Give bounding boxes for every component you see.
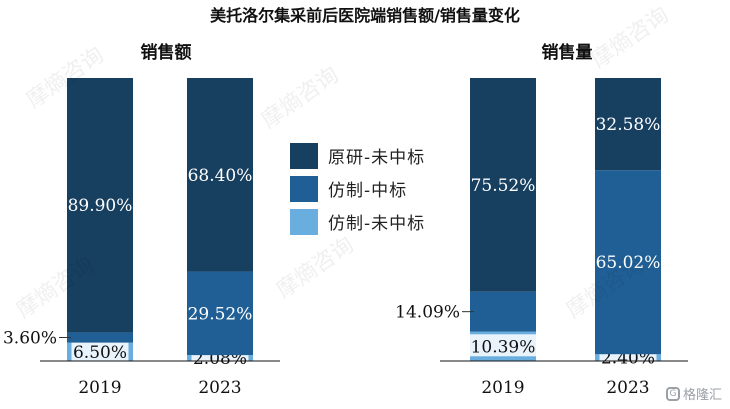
data-label: 29.52% bbox=[188, 304, 253, 324]
data-label: 6.50% bbox=[73, 343, 127, 363]
brand-logo: G 格隆汇 bbox=[665, 384, 722, 403]
bar-segment bbox=[67, 332, 133, 343]
bar-segment bbox=[187, 271, 253, 356]
data-label-bg bbox=[469, 334, 537, 357]
bar-segment bbox=[67, 78, 133, 333]
bar-segment bbox=[595, 78, 661, 171]
legend-label: 原研-未中标 bbox=[328, 148, 426, 168]
data-label: 68.40% bbox=[188, 166, 253, 186]
bar-segment bbox=[595, 170, 661, 355]
data-label: 89.90% bbox=[68, 196, 133, 216]
data-label: 14.09% bbox=[395, 303, 460, 323]
data-label: 10.39% bbox=[471, 337, 536, 357]
legend-item-generic-not-won: 仿制-未中标 bbox=[290, 205, 425, 238]
bar-segment bbox=[470, 291, 536, 332]
legend-item-original-not-won: 原研-未中标 bbox=[290, 139, 425, 172]
category-label: 2023 bbox=[606, 378, 649, 398]
legend-swatch bbox=[290, 175, 318, 202]
data-label: 3.60% bbox=[3, 329, 57, 349]
data-label-bg bbox=[71, 339, 129, 362]
data-label: 32.58% bbox=[596, 115, 661, 135]
category-label: 2023 bbox=[198, 378, 241, 398]
brand-text: 格隆汇 bbox=[682, 388, 722, 403]
legend: 原研-未中标 仿制-中标 仿制-未中标 bbox=[290, 139, 425, 238]
legend-swatch bbox=[290, 142, 318, 169]
charts-group: 销售额6.50%3.60%89.90%20192.08%29.52%68.40%… bbox=[3, 42, 688, 398]
bar-segment bbox=[470, 78, 536, 292]
bar-segment bbox=[187, 78, 253, 272]
data-label: 75.52% bbox=[471, 176, 536, 196]
legend-label: 仿制-未中标 bbox=[328, 214, 426, 234]
brand-icon: G bbox=[665, 386, 680, 401]
category-label: 2019 bbox=[78, 378, 121, 398]
subchart-title: 销售量 bbox=[542, 42, 593, 63]
legend-label: 仿制-中标 bbox=[328, 181, 408, 201]
chart-title: 美托洛尔集采前后医院端销售额/销售量变化 bbox=[210, 6, 520, 25]
category-label: 2019 bbox=[481, 378, 524, 398]
legend-item-generic-won: 仿制-中标 bbox=[290, 172, 425, 205]
subchart-title: 销售额 bbox=[141, 42, 192, 63]
data-label: 65.02% bbox=[596, 253, 661, 273]
legend-swatch bbox=[290, 208, 318, 235]
